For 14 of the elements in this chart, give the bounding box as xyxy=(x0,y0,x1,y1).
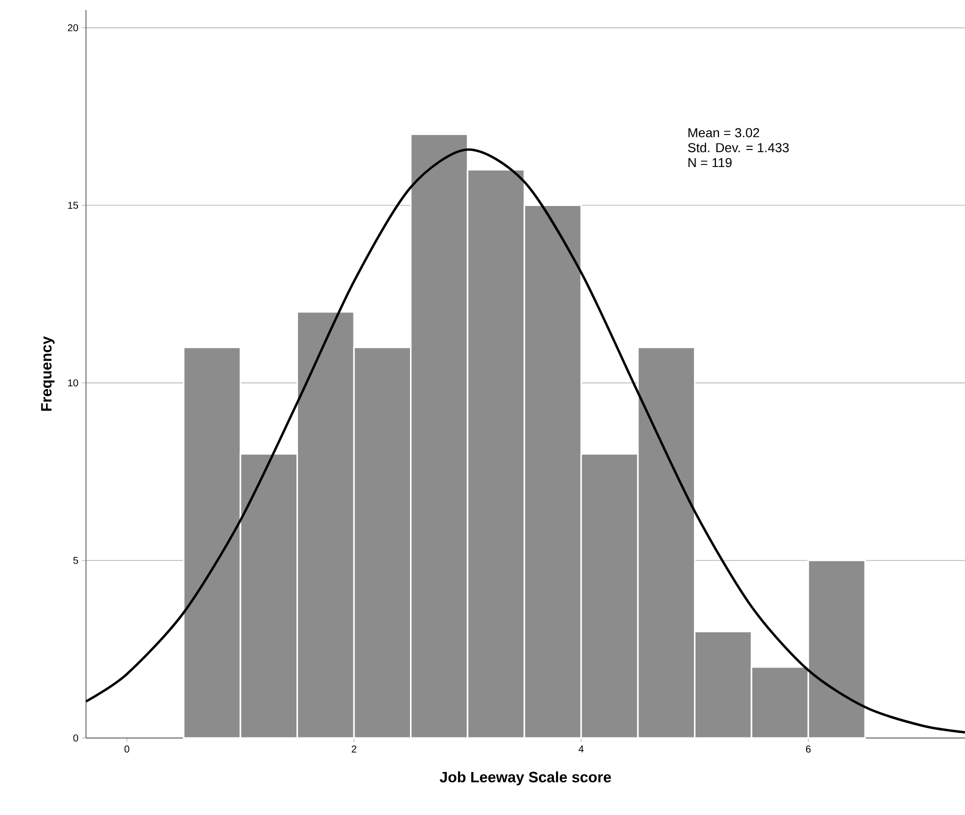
x-tick-label: 0 xyxy=(124,746,130,753)
annotation: Std. Dev. = 1.433 xyxy=(688,142,789,152)
annotation: N = 119 xyxy=(688,158,732,168)
x-axis-title: Job Leeway Scale score xyxy=(440,771,611,786)
annotation: Mean = 3.02 xyxy=(688,128,760,138)
y-tick-label: 0 xyxy=(73,734,78,742)
x-tick-label: 6 xyxy=(806,746,811,753)
x-tick-label: 4 xyxy=(578,746,584,752)
y-axis-title: Frequency xyxy=(41,336,55,411)
y-tick-label: 20 xyxy=(68,24,78,32)
y-tick-label: 10 xyxy=(68,379,78,386)
x-tick-label: 2 xyxy=(352,746,356,752)
y-tick-label: 15 xyxy=(68,202,78,209)
y-tick-label: 5 xyxy=(73,556,78,564)
